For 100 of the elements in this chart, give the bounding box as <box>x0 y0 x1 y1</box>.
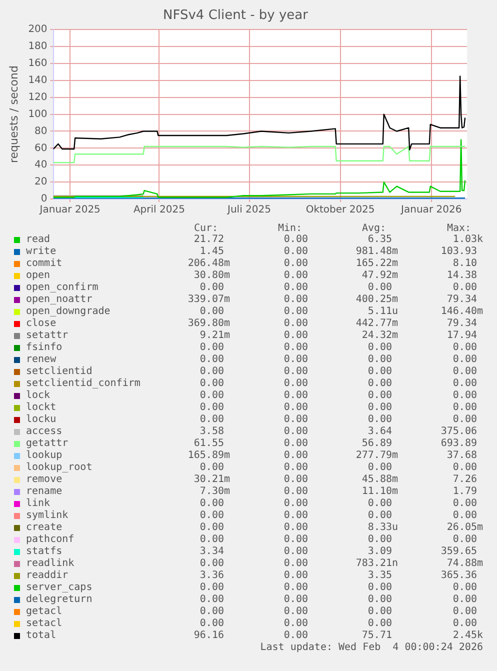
text: 0.00 <box>284 618 308 630</box>
text: 56.89 <box>362 438 392 450</box>
text: 0.00 <box>200 618 224 630</box>
text: 6.35 <box>368 234 392 246</box>
text: Avg: <box>362 223 386 234</box>
text: 0.00 <box>200 582 224 594</box>
text: 0.00 <box>284 630 308 642</box>
text: 0.00 <box>368 594 392 606</box>
text: 24.32m <box>362 330 398 342</box>
legend-label: access <box>26 426 62 438</box>
text: 0.00 <box>284 402 308 414</box>
text: 0.00 <box>200 510 224 522</box>
legend-label: setclientid_confirm <box>26 378 140 390</box>
y-tick-label: 20 <box>34 176 48 188</box>
text: 21.72 <box>194 234 224 246</box>
text: 981.48m <box>356 246 398 258</box>
text: 165.89m <box>188 450 230 462</box>
text: 0.00 <box>200 282 224 294</box>
legend-label: read <box>26 234 50 246</box>
text: 0.00 <box>200 534 224 546</box>
text: 3.35 <box>368 570 392 582</box>
text: 8.10 <box>452 258 477 270</box>
y-tick-label: 80 <box>34 126 48 137</box>
text: 17.94 <box>446 330 477 342</box>
text: 37.68 <box>446 450 477 462</box>
text: 0.00 <box>368 606 392 618</box>
text: 30.21m <box>194 474 230 486</box>
text: 400.25m <box>356 294 398 306</box>
text: 0.00 <box>284 582 308 594</box>
text: Cur: <box>194 223 218 234</box>
text: 0.00 <box>452 378 477 390</box>
text: 375.06 <box>440 426 477 438</box>
text: 0.00 <box>284 330 308 342</box>
text: 0.00 <box>284 282 308 294</box>
text: 0.00 <box>284 498 308 510</box>
text: 365.36 <box>440 570 477 582</box>
text: 0.00 <box>284 558 308 570</box>
text: 0.00 <box>200 522 224 534</box>
text: 45.88m <box>362 474 398 486</box>
text: 0.00 <box>284 354 308 366</box>
text: 0.00 <box>452 366 477 378</box>
text: 103.93 <box>440 246 477 258</box>
legend-label: open <box>26 270 50 282</box>
text: 0.00 <box>284 270 308 282</box>
y-tick-label: 160 <box>28 58 48 70</box>
text: 0.00 <box>200 498 224 510</box>
legend-label: renew <box>26 354 56 366</box>
text: 442.77m <box>356 318 398 330</box>
text: 0.00 <box>284 390 308 402</box>
text: 7.30m <box>200 486 230 498</box>
text: 2.45k <box>452 630 484 642</box>
text: 693.89 <box>440 438 477 450</box>
legend-label: open_noattr <box>26 294 92 306</box>
x-tick-label: Januar 2025 <box>38 204 100 216</box>
legend-label: setattr <box>26 330 68 342</box>
text: 9.21m <box>200 330 230 342</box>
text: 0.00 <box>284 258 308 270</box>
text: 0.00 <box>284 414 308 426</box>
legend-label: getattr <box>26 438 68 450</box>
text: 0.00 <box>368 390 392 402</box>
text: 0.00 <box>200 462 224 474</box>
text: 0.00 <box>200 414 224 426</box>
text: 0.00 <box>368 342 392 354</box>
legend-label: total <box>26 630 56 642</box>
text: 146.40m <box>440 306 484 318</box>
text: 0.00 <box>452 534 477 546</box>
legend-label: statfs <box>26 546 62 558</box>
text: Max: <box>447 223 472 234</box>
text: 3.09 <box>368 546 392 558</box>
text: 0.00 <box>200 594 224 606</box>
text: 0.00 <box>452 354 477 366</box>
chart-title: NFSv4 Client - by year <box>163 8 309 24</box>
x-tick-label: Juli 2025 <box>226 204 271 216</box>
text: 1.03k <box>452 234 484 246</box>
text: 1.79 <box>452 486 477 498</box>
text: 0.00 <box>200 558 224 570</box>
text: 0.00 <box>284 462 308 474</box>
text: 61.55 <box>194 438 224 450</box>
y-tick-label: 140 <box>28 75 48 86</box>
text: 0.00 <box>452 582 477 594</box>
text: 0.00 <box>284 510 308 522</box>
legend-label: open_confirm <box>26 282 98 294</box>
legend-label: delegreturn <box>26 594 92 606</box>
legend-label: server_caps <box>26 582 92 594</box>
legend-label: symlink <box>26 510 68 522</box>
text: 11.10m <box>362 486 398 498</box>
text: 0.00 <box>284 534 308 546</box>
legend-label: close <box>26 318 56 330</box>
text: 0.00 <box>284 306 308 318</box>
text: 0.00 <box>284 438 308 450</box>
text: 79.34 <box>446 294 477 306</box>
legend-label: write <box>26 246 56 258</box>
y-tick-label: 120 <box>28 92 48 103</box>
text: 0.00 <box>368 462 392 474</box>
text: 3.64 <box>368 426 392 438</box>
legend-label: lookup <box>26 450 62 462</box>
text: 0.00 <box>452 462 477 474</box>
text: Last update: Wed Feb 4 00:00:24 2026 <box>260 642 483 654</box>
text: 0.00 <box>368 618 392 630</box>
x-tick-label: Oktober 2025 <box>306 204 375 216</box>
